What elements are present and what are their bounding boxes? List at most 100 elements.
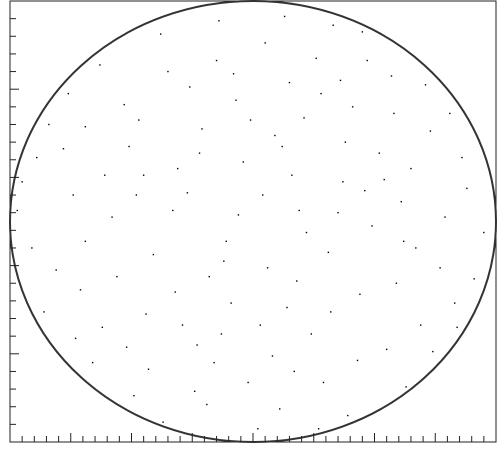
point — [133, 394, 135, 397]
point — [320, 92, 322, 95]
point — [347, 414, 349, 417]
point — [235, 99, 237, 101]
point — [293, 370, 296, 373]
point — [206, 403, 208, 406]
point — [125, 346, 128, 348]
point — [249, 119, 252, 121]
point — [432, 350, 434, 353]
point — [317, 428, 320, 430]
point — [262, 194, 264, 196]
point — [400, 200, 402, 203]
point — [189, 86, 191, 88]
point — [172, 209, 174, 212]
point — [461, 156, 463, 159]
point — [330, 311, 332, 313]
point — [271, 355, 274, 357]
point — [198, 152, 201, 154]
point — [281, 145, 283, 148]
point — [483, 231, 485, 234]
point — [405, 386, 407, 388]
point — [145, 313, 147, 315]
point — [424, 84, 427, 86]
point — [364, 189, 366, 192]
point — [196, 344, 198, 346]
point — [43, 311, 45, 313]
point — [84, 125, 87, 128]
point — [385, 348, 388, 351]
point — [147, 368, 150, 370]
point — [55, 269, 57, 271]
point — [193, 390, 196, 392]
point — [395, 282, 398, 284]
point — [21, 181, 23, 183]
point — [138, 119, 140, 121]
point — [266, 267, 269, 269]
point — [176, 167, 179, 170]
point — [152, 253, 155, 256]
point — [361, 31, 364, 33]
point — [201, 128, 203, 130]
point — [339, 79, 342, 82]
point — [303, 117, 305, 119]
point — [159, 33, 162, 35]
point — [332, 24, 334, 26]
point — [220, 333, 223, 335]
point — [429, 130, 432, 132]
point — [291, 174, 293, 176]
point — [167, 70, 169, 73]
point — [123, 103, 125, 106]
point — [286, 306, 288, 309]
point — [181, 324, 184, 326]
point — [359, 293, 361, 295]
point — [419, 324, 422, 326]
point — [101, 326, 104, 329]
point — [237, 214, 240, 216]
point — [296, 280, 298, 282]
point — [213, 361, 215, 364]
point — [74, 337, 77, 340]
point — [410, 167, 412, 170]
point — [337, 211, 339, 214]
point — [264, 42, 266, 44]
point — [72, 194, 74, 196]
point — [283, 15, 286, 18]
point — [247, 381, 249, 384]
point — [310, 333, 313, 335]
point — [16, 209, 18, 212]
point — [444, 216, 446, 218]
point — [111, 216, 113, 218]
point — [67, 92, 70, 95]
point — [31, 247, 33, 249]
point — [142, 174, 145, 176]
point — [48, 123, 50, 126]
point — [242, 161, 244, 163]
point — [456, 326, 458, 329]
point — [116, 275, 118, 278]
point — [327, 251, 330, 254]
point — [344, 141, 347, 143]
point — [223, 260, 225, 262]
point — [218, 20, 220, 22]
point — [128, 145, 130, 148]
point — [378, 152, 381, 154]
point — [230, 302, 232, 304]
point — [473, 278, 475, 280]
point — [298, 209, 300, 212]
point — [351, 106, 354, 108]
point — [274, 134, 276, 137]
point — [225, 240, 227, 243]
point — [259, 324, 261, 326]
point — [415, 247, 417, 249]
point — [305, 231, 308, 234]
point — [288, 81, 291, 84]
point — [453, 302, 456, 304]
point — [449, 112, 451, 115]
point — [215, 59, 218, 62]
point — [393, 112, 395, 115]
point — [257, 428, 259, 430]
point — [390, 75, 393, 77]
point — [62, 148, 65, 150]
point — [84, 240, 87, 243]
plot-frame — [9, 0, 497, 443]
